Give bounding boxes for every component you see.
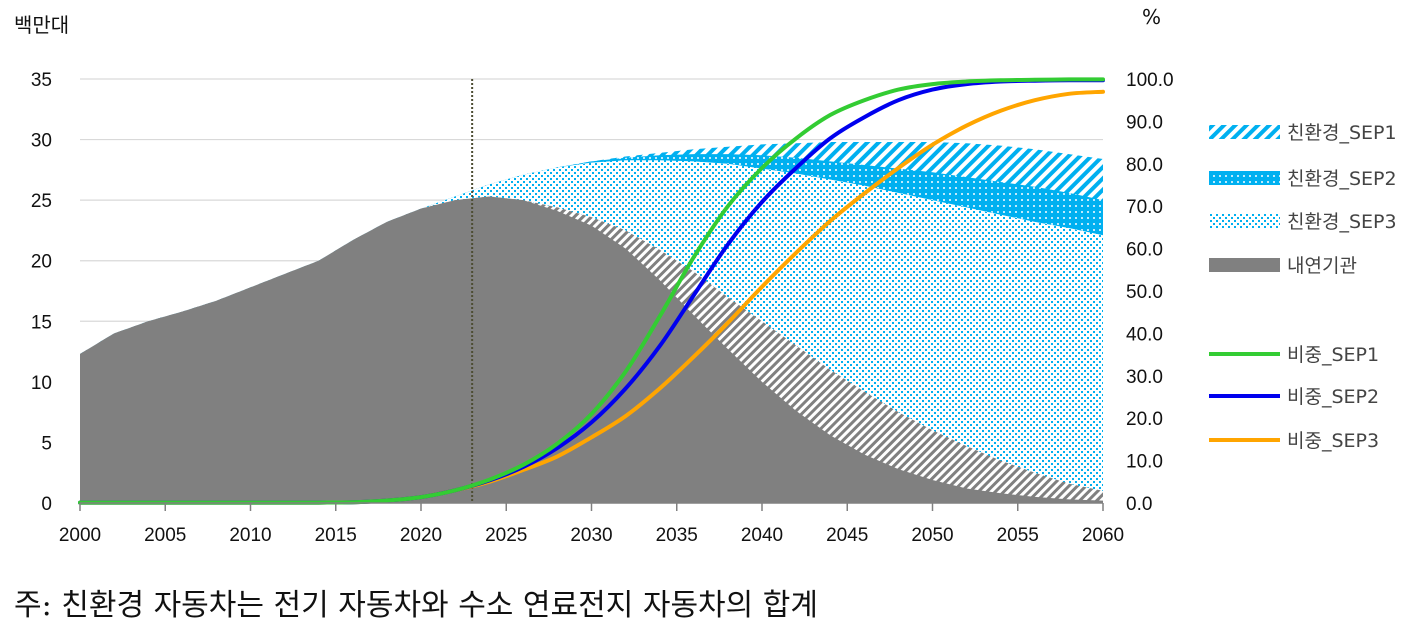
x-tick-label: 2040 [741, 525, 783, 546]
area-layers [80, 142, 1103, 503]
legend-swatch [1209, 258, 1280, 272]
right-axis-unit: % [1142, 5, 1161, 29]
x-tick-label: 2025 [485, 525, 527, 546]
y-left-tick-label: 35 [31, 70, 52, 91]
y-left-tick-label: 10 [31, 373, 52, 394]
x-tick-label: 2015 [315, 525, 357, 546]
legend-swatch [1209, 125, 1280, 139]
y-left-tick-label: 0 [41, 494, 52, 515]
x-tick-label: 2020 [400, 525, 442, 546]
axes: 2000 2005 2010 2015 2020 2025 2030 2035 2040 2045… [31, 70, 1174, 546]
x-tick-label: 2045 [826, 525, 868, 546]
legend-label: 친환경_SEP3 [1287, 211, 1397, 233]
y-left-tick-label: 5 [41, 433, 52, 454]
legend-label: 친환경_SEP2 [1287, 168, 1397, 190]
y-left-tick-label: 20 [31, 252, 52, 273]
footnote: 주: 친환경 자동차는 전기 자동차와 수소 연료전지 자동차의 합계 [14, 588, 818, 623]
y-right-tick-label: 0.0 [1126, 494, 1152, 515]
y-left-tick-label: 15 [31, 312, 52, 333]
y-right-tick-label: 10.0 [1126, 452, 1163, 473]
y-right-tick-label: 100.0 [1126, 70, 1174, 91]
y-right-tick-label: 40.0 [1126, 324, 1163, 345]
y-right-tick-label: 50.0 [1126, 282, 1163, 303]
x-tick-label: 2055 [997, 525, 1039, 546]
legend-label: 비중_SEP3 [1287, 430, 1379, 452]
left-axis-unit: 백만대 [14, 13, 69, 37]
legend-label: 비중_SEP1 [1287, 344, 1379, 366]
x-tick-label: 2050 [911, 525, 953, 546]
x-tick-label: 2000 [59, 525, 101, 546]
y-right-tick-label: 70.0 [1126, 197, 1163, 218]
x-tick-label: 2005 [144, 525, 186, 546]
y-right-tick-label: 60.0 [1126, 240, 1163, 261]
legend-label: 내연기관 [1287, 255, 1357, 277]
legend-swatch [1209, 171, 1280, 185]
legend-label: 친환경_SEP1 [1287, 122, 1397, 144]
y-right-tick-label: 20.0 [1126, 409, 1163, 430]
legend-label: 비중_SEP2 [1287, 386, 1379, 408]
y-right-tick-label: 90.0 [1126, 112, 1163, 133]
x-tick-label: 2030 [570, 525, 612, 546]
y-right-tick-label: 30.0 [1126, 367, 1163, 388]
x-tick-label: 2060 [1082, 525, 1124, 546]
x-tick-label: 2035 [656, 525, 698, 546]
legend-swatch [1209, 214, 1280, 228]
y-left-tick-label: 25 [31, 191, 52, 212]
y-left-tick-label: 30 [31, 131, 52, 152]
x-tick-label: 2010 [229, 525, 271, 546]
area-ice [80, 196, 1103, 503]
y-right-tick-label: 80.0 [1126, 155, 1163, 176]
